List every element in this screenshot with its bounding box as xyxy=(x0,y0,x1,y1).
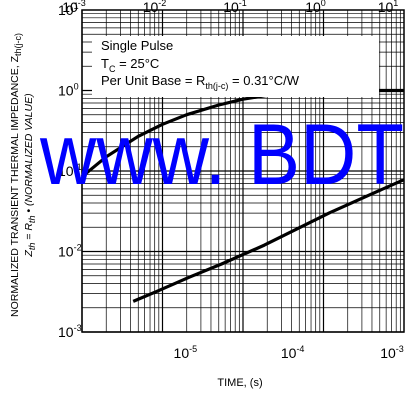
y-axis-label-line-2: Zth = Rth • (NORMALIZED VALUE) xyxy=(23,93,37,257)
tick-labels: 101 100 10-1 10-2 10-3 10-3 10-2 10-1 100 101 10-5… xyxy=(58,0,404,361)
bottom-x-tick-label: 10-5 xyxy=(174,344,198,361)
y-tick-label: 10-1 xyxy=(58,162,82,179)
top-x-tick-label: 10-1 xyxy=(223,0,247,15)
legend-box xyxy=(92,36,379,97)
y-axis-label: NORMALIZED TRANSIENT THERMAL IMPEDANCE, … xyxy=(9,33,37,317)
y-tick-label: 100 xyxy=(58,82,79,99)
y-tick-label: 10-2 xyxy=(58,243,82,260)
top-x-tick-label: 101 xyxy=(378,0,399,15)
legend-line-1: Single Pulse xyxy=(101,38,173,53)
bottom-x-tick-label: 10-4 xyxy=(281,344,305,361)
y-tick-label: 101 xyxy=(58,1,79,18)
curve-bottom xyxy=(132,178,405,303)
top-x-tick-label: 10-2 xyxy=(143,0,167,15)
watermark: www. BDT xyxy=(39,107,404,203)
legend: Single Pulse TC = 25°C Per Unit Base = R… xyxy=(92,36,379,97)
plot-frame xyxy=(81,9,405,333)
bottom-x-tick-label: 10-3 xyxy=(380,344,404,361)
top-x-tick-label: 10-3 xyxy=(62,0,86,15)
y-axis-label-line-1: NORMALIZED TRANSIENT THERMAL IMPEDANCE, … xyxy=(9,33,23,317)
legend-line-3: Per Unit Base = Rth(j-c) = 0.31°C/W xyxy=(101,73,300,91)
x-axis-label: TIME, (s) xyxy=(217,377,262,389)
top-x-tick-label: 100 xyxy=(305,0,326,15)
y-tick-label: 10-3 xyxy=(58,323,82,340)
legend-line-2: TC = 25°C xyxy=(101,56,159,74)
